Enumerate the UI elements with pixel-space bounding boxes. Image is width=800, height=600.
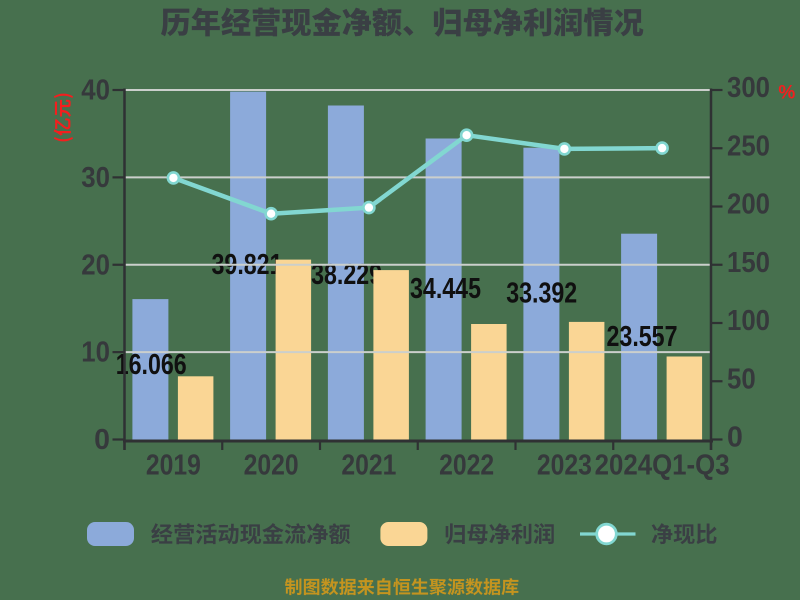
svg-text:100: 100 [727, 305, 770, 337]
svg-text:16.066: 16.066 [116, 349, 187, 381]
svg-text:200: 200 [727, 189, 770, 221]
svg-text:2021: 2021 [341, 450, 396, 482]
svg-text:10: 10 [81, 337, 110, 369]
svg-text:2022: 2022 [439, 450, 494, 482]
svg-text:50: 50 [727, 363, 756, 395]
svg-text:30: 30 [81, 162, 110, 194]
svg-text:250: 250 [727, 130, 770, 162]
svg-text:2024Q1-Q3: 2024Q1-Q3 [595, 450, 730, 482]
svg-text:34.445: 34.445 [410, 273, 481, 305]
svg-text:300: 300 [727, 72, 770, 104]
svg-text:2019: 2019 [146, 450, 201, 482]
svg-text:0: 0 [727, 422, 743, 454]
svg-text:2023: 2023 [537, 450, 592, 482]
svg-text:23.557: 23.557 [607, 321, 678, 353]
svg-text:0: 0 [94, 424, 110, 456]
svg-text:150: 150 [727, 247, 770, 279]
svg-text:2020: 2020 [244, 450, 299, 482]
svg-text:40: 40 [81, 75, 110, 107]
svg-text:20: 20 [81, 249, 110, 281]
svg-text:%: % [778, 83, 795, 104]
svg-text:33.392: 33.392 [506, 278, 577, 310]
